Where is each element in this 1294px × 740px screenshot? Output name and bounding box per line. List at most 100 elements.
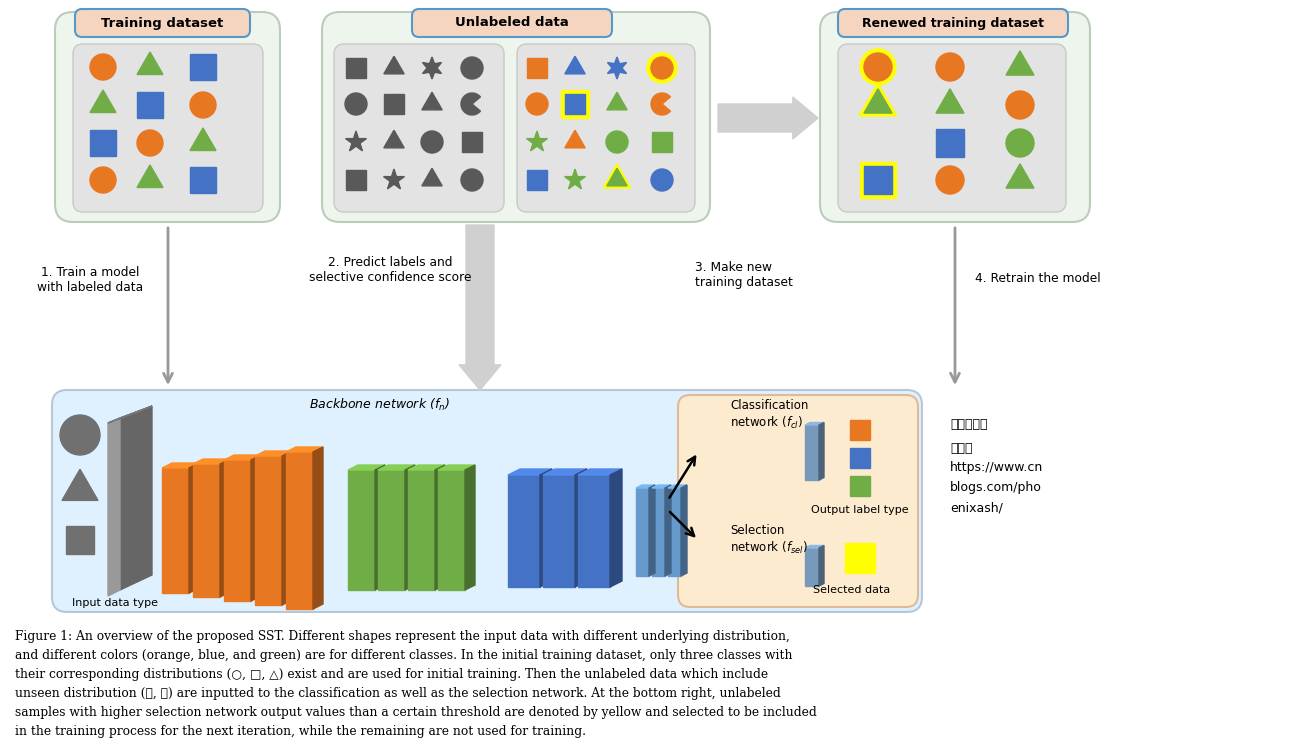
FancyBboxPatch shape (75, 9, 250, 37)
Polygon shape (819, 423, 824, 480)
Bar (668, 488, 681, 576)
FancyBboxPatch shape (820, 12, 1090, 222)
Circle shape (647, 53, 677, 83)
Text: Unlabeled data: Unlabeled data (455, 16, 569, 30)
Circle shape (525, 93, 547, 115)
Polygon shape (408, 465, 445, 470)
Bar (348, 470, 375, 590)
Polygon shape (422, 92, 443, 110)
Polygon shape (543, 469, 587, 475)
Bar (850, 420, 870, 440)
Polygon shape (137, 165, 163, 187)
Polygon shape (459, 225, 501, 390)
Bar (805, 425, 819, 480)
Circle shape (190, 92, 216, 118)
Bar (190, 167, 216, 193)
Bar (527, 58, 547, 78)
Text: blogs.com/pho: blogs.com/pho (950, 482, 1042, 494)
Polygon shape (435, 465, 445, 590)
FancyBboxPatch shape (839, 44, 1066, 212)
FancyBboxPatch shape (334, 44, 503, 212)
Polygon shape (578, 469, 622, 475)
Bar (652, 488, 665, 576)
Bar (286, 452, 313, 609)
Circle shape (345, 93, 367, 115)
Polygon shape (189, 463, 199, 593)
Text: unseen distribution (★, ☆) are inputted to the classification as well as the sel: unseen distribution (★, ☆) are inputted … (16, 687, 780, 700)
Polygon shape (282, 451, 292, 605)
Polygon shape (564, 130, 585, 148)
Bar (255, 456, 282, 605)
Text: 3. Make new
training dataset: 3. Make new training dataset (695, 261, 793, 289)
Text: Classification
network ($f_{cl}$): Classification network ($f_{cl}$) (730, 400, 809, 431)
Polygon shape (607, 57, 626, 79)
Polygon shape (91, 90, 116, 112)
Polygon shape (564, 169, 585, 189)
Polygon shape (681, 485, 687, 576)
Circle shape (936, 53, 964, 81)
Polygon shape (422, 57, 441, 79)
Polygon shape (251, 455, 261, 601)
Polygon shape (805, 545, 824, 548)
Polygon shape (609, 469, 622, 587)
Bar (91, 130, 116, 156)
Polygon shape (107, 406, 151, 423)
Polygon shape (509, 469, 553, 475)
Bar (462, 132, 483, 152)
Circle shape (864, 53, 892, 81)
Circle shape (936, 166, 964, 194)
Polygon shape (668, 485, 687, 488)
Bar (527, 169, 547, 190)
Polygon shape (193, 459, 230, 464)
Polygon shape (137, 52, 163, 75)
Bar (864, 166, 892, 194)
Polygon shape (405, 465, 415, 590)
Text: Backbone network ($f_n$): Backbone network ($f_n$) (309, 397, 450, 413)
Bar (543, 475, 575, 587)
Bar (384, 94, 404, 114)
Text: Input data type: Input data type (72, 598, 158, 608)
Text: 凤＊尘: 凤＊尘 (950, 442, 973, 454)
Bar (437, 470, 465, 590)
Polygon shape (461, 93, 480, 115)
Bar (652, 132, 672, 152)
Bar (137, 92, 163, 118)
Polygon shape (650, 485, 655, 576)
Polygon shape (383, 169, 405, 189)
Polygon shape (607, 168, 628, 186)
Bar (936, 129, 964, 157)
Polygon shape (162, 463, 199, 468)
Polygon shape (635, 485, 655, 488)
Bar (845, 543, 875, 573)
Circle shape (606, 131, 628, 153)
Text: their corresponding distributions (○, □, △) exist and are used for initial train: their corresponding distributions (○, □,… (16, 668, 769, 681)
Text: Renewed training dataset: Renewed training dataset (862, 16, 1044, 30)
Bar (345, 169, 366, 190)
Text: Output label type: Output label type (811, 505, 908, 515)
Bar (378, 470, 405, 590)
Text: Training dataset: Training dataset (101, 16, 224, 30)
Polygon shape (718, 97, 818, 139)
Polygon shape (220, 459, 230, 597)
Polygon shape (665, 485, 672, 576)
Bar (861, 162, 895, 198)
Polygon shape (313, 447, 324, 609)
FancyBboxPatch shape (518, 44, 695, 212)
Polygon shape (564, 56, 585, 74)
Circle shape (91, 167, 116, 193)
FancyBboxPatch shape (411, 9, 612, 37)
Polygon shape (422, 168, 443, 186)
Polygon shape (1005, 164, 1034, 188)
Polygon shape (384, 130, 404, 148)
Text: Selected data: Selected data (814, 585, 890, 595)
Circle shape (651, 169, 673, 191)
Bar (408, 470, 435, 590)
Text: 原文链接：: 原文链接： (950, 419, 987, 431)
Text: and different colors (orange, blue, and green) are for different classes. In the: and different colors (orange, blue, and … (16, 649, 792, 662)
Text: enixash/: enixash/ (950, 502, 1003, 514)
FancyBboxPatch shape (72, 44, 263, 212)
Polygon shape (465, 465, 475, 590)
Polygon shape (575, 469, 587, 587)
Bar (805, 548, 819, 586)
Polygon shape (255, 451, 292, 456)
